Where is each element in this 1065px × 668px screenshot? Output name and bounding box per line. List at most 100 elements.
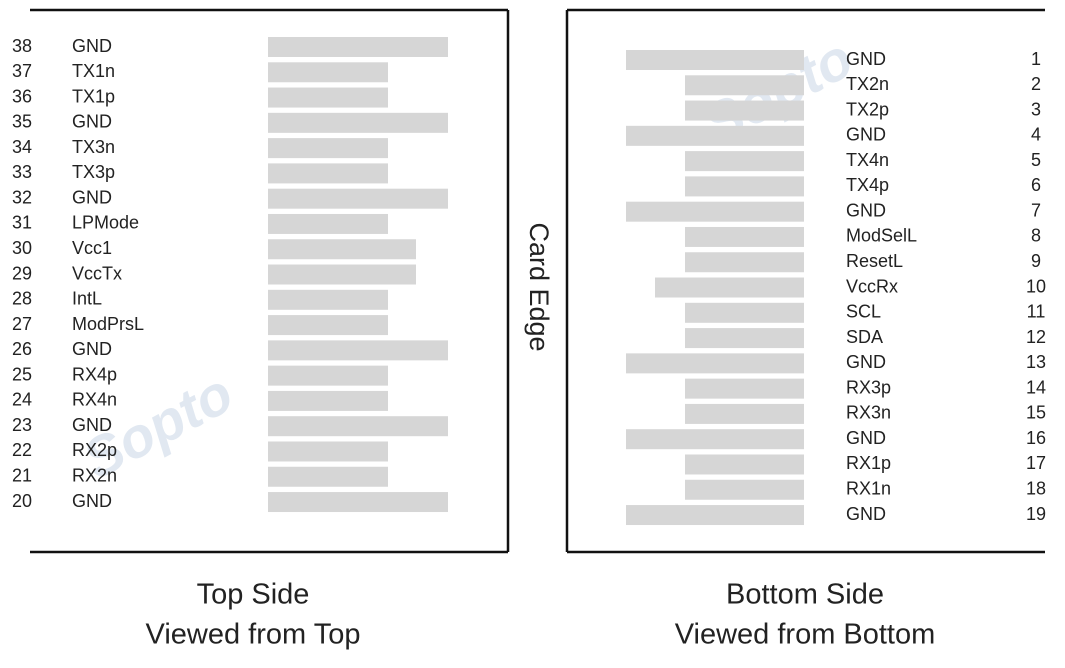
pad — [685, 479, 804, 500]
pin-name: TX1n — [72, 61, 115, 81]
pad — [685, 403, 804, 424]
pin-number: 21 — [12, 466, 32, 486]
pin-name: TX4n — [846, 150, 889, 170]
pin-name: IntL — [72, 289, 102, 309]
pin-name: GND — [72, 112, 112, 132]
pin-number: 7 — [1031, 200, 1041, 220]
pad — [685, 302, 804, 323]
pad — [268, 416, 448, 437]
pad — [626, 505, 804, 526]
pin-name: VccTx — [72, 263, 122, 283]
pin-number: 12 — [1026, 327, 1046, 347]
pin-name: SDA — [846, 327, 883, 347]
pin-number: 4 — [1031, 125, 1041, 145]
pin-name: GND — [846, 200, 886, 220]
pin-name: GND — [846, 504, 886, 524]
pad — [626, 125, 804, 146]
pad — [626, 201, 804, 222]
pin-number: 6 — [1031, 175, 1041, 195]
pin-name: SCL — [846, 302, 881, 322]
pin-name: RX1p — [846, 453, 891, 473]
pin-name: TX2p — [846, 99, 889, 119]
pad — [685, 328, 804, 349]
pad — [685, 176, 804, 197]
pin-number: 11 — [1027, 302, 1046, 322]
pin-number: 25 — [12, 364, 32, 384]
pin-name: RX1n — [846, 479, 891, 499]
pin-number: 38 — [12, 36, 32, 56]
pad — [268, 315, 388, 336]
pin-name: GND — [72, 187, 112, 207]
pad — [268, 188, 448, 209]
pin-number: 31 — [12, 213, 32, 233]
pin-name: GND — [846, 428, 886, 448]
pad — [685, 226, 804, 247]
pin-name: TX1p — [72, 86, 115, 106]
pin-number: 14 — [1026, 377, 1046, 397]
pad — [268, 289, 388, 310]
pin-name: ModSelL — [846, 226, 917, 246]
pin-number: 27 — [12, 314, 32, 334]
pin-number: 22 — [12, 440, 32, 460]
pin-number: 10 — [1026, 276, 1046, 296]
pin-number: 8 — [1031, 226, 1041, 246]
pin-number: 16 — [1026, 428, 1046, 448]
pad — [268, 466, 388, 487]
pin-number: 33 — [12, 162, 32, 182]
pad — [268, 239, 416, 260]
pin-name: RX3n — [846, 403, 891, 423]
pad — [685, 252, 804, 273]
pad — [268, 87, 388, 108]
pad — [268, 213, 388, 234]
pin-number: 19 — [1026, 504, 1046, 524]
pin-name: RX2n — [72, 466, 117, 486]
pin-number: 1 — [1031, 49, 1041, 69]
pad — [268, 264, 416, 285]
pad — [268, 112, 448, 133]
pad — [268, 62, 388, 83]
side-title: Bottom Side — [726, 579, 884, 611]
pin-number: 17 — [1026, 453, 1046, 473]
pin-name: TX3n — [72, 137, 115, 157]
pin-number: 35 — [12, 112, 32, 132]
pin-name: TX2n — [846, 74, 889, 94]
pin-number: 36 — [12, 86, 32, 106]
pin-number: 20 — [12, 491, 32, 511]
pin-number: 28 — [12, 289, 32, 309]
pin-name: ResetL — [846, 251, 903, 271]
pad — [268, 340, 448, 361]
pin-name: TX3p — [72, 162, 115, 182]
pad — [626, 353, 804, 374]
pad — [268, 37, 448, 57]
card-edge-label: Card Edge — [524, 222, 554, 351]
pad — [685, 151, 804, 172]
pin-name: GND — [846, 49, 886, 69]
pad — [626, 50, 804, 70]
pin-name: TX4p — [846, 175, 889, 195]
pin-name: GND — [72, 339, 112, 359]
pad — [685, 454, 804, 475]
side-title: Top Side — [197, 579, 310, 611]
side-subtitle: Viewed from Top — [146, 619, 361, 651]
pin-name: GND — [846, 125, 886, 145]
pin-name: RX3p — [846, 377, 891, 397]
pin-number: 15 — [1026, 403, 1046, 423]
pin-name: Vcc1 — [72, 238, 112, 258]
pin-number: 37 — [12, 61, 32, 81]
pin-name: RX4n — [72, 390, 117, 410]
pin-name: LPMode — [72, 213, 139, 233]
pin-name: GND — [846, 352, 886, 372]
side-subtitle: Viewed from Bottom — [675, 619, 936, 651]
pin-name: RX2p — [72, 440, 117, 460]
pad — [268, 138, 388, 159]
pin-number: 34 — [12, 137, 32, 157]
pad — [268, 365, 388, 386]
pin-name: VccRx — [846, 276, 898, 296]
pin-name: GND — [72, 36, 112, 56]
pin-number: 2 — [1031, 74, 1041, 94]
pad — [685, 100, 804, 121]
pin-name: RX4p — [72, 364, 117, 384]
pin-number: 13 — [1026, 352, 1046, 372]
pin-number: 18 — [1026, 479, 1046, 499]
